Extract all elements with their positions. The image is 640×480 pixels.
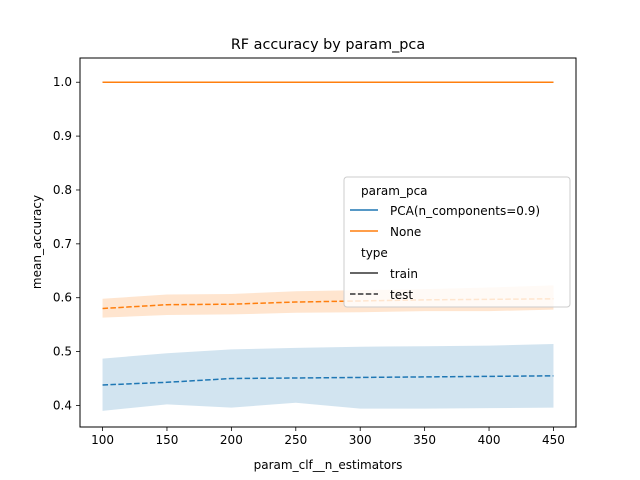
legend: param_pca PCA(n_components=0.9) None typ… bbox=[343, 176, 571, 308]
chart-title: RF accuracy by param_pca bbox=[231, 37, 425, 53]
y-tick-label-0.4: 0.4 bbox=[53, 398, 72, 412]
y-tick-label-1: 1.0 bbox=[53, 75, 72, 89]
x-tick-label-350: 350 bbox=[413, 433, 436, 447]
y-axis: 0.4 0.5 0.6 0.7 0.8 0.9 1.0 bbox=[53, 75, 80, 412]
series-lines bbox=[102, 81, 554, 386]
series-line-pca-n-components-0-9-test bbox=[102, 375, 554, 386]
y-tick-label-0.7: 0.7 bbox=[53, 237, 72, 251]
legend-label-pca: PCA(n_components=0.9) bbox=[390, 204, 540, 218]
y-axis-label: mean_accuracy bbox=[30, 195, 44, 289]
x-tick-label-150: 150 bbox=[156, 433, 179, 447]
x-tick-label-100: 100 bbox=[91, 433, 114, 447]
legend-label-none: None bbox=[390, 225, 421, 239]
x-tick-label-250: 250 bbox=[284, 433, 307, 447]
y-tick-label-0.9: 0.9 bbox=[53, 129, 72, 143]
x-axis: 100 150 200 250 300 350 400 450 bbox=[91, 427, 565, 447]
x-tick-label-400: 400 bbox=[478, 433, 501, 447]
plot-area-frame bbox=[79, 57, 577, 428]
x-tick-label-300: 300 bbox=[349, 433, 372, 447]
y-tick-label-0.5: 0.5 bbox=[53, 345, 72, 359]
legend-label-train: train bbox=[390, 267, 418, 281]
x-tick-label-450: 450 bbox=[542, 433, 565, 447]
y-tick-label-0.6: 0.6 bbox=[53, 291, 72, 305]
x-tick-label-200: 200 bbox=[220, 433, 243, 447]
legend-box bbox=[343, 176, 571, 308]
legend-label-test: test bbox=[390, 288, 413, 302]
legend-style-title: type bbox=[361, 246, 388, 260]
y-tick-label-0.8: 0.8 bbox=[53, 183, 72, 197]
legend-hue-title: param_pca bbox=[361, 184, 428, 198]
x-axis-label: param_clf__n_estimators bbox=[254, 458, 403, 472]
